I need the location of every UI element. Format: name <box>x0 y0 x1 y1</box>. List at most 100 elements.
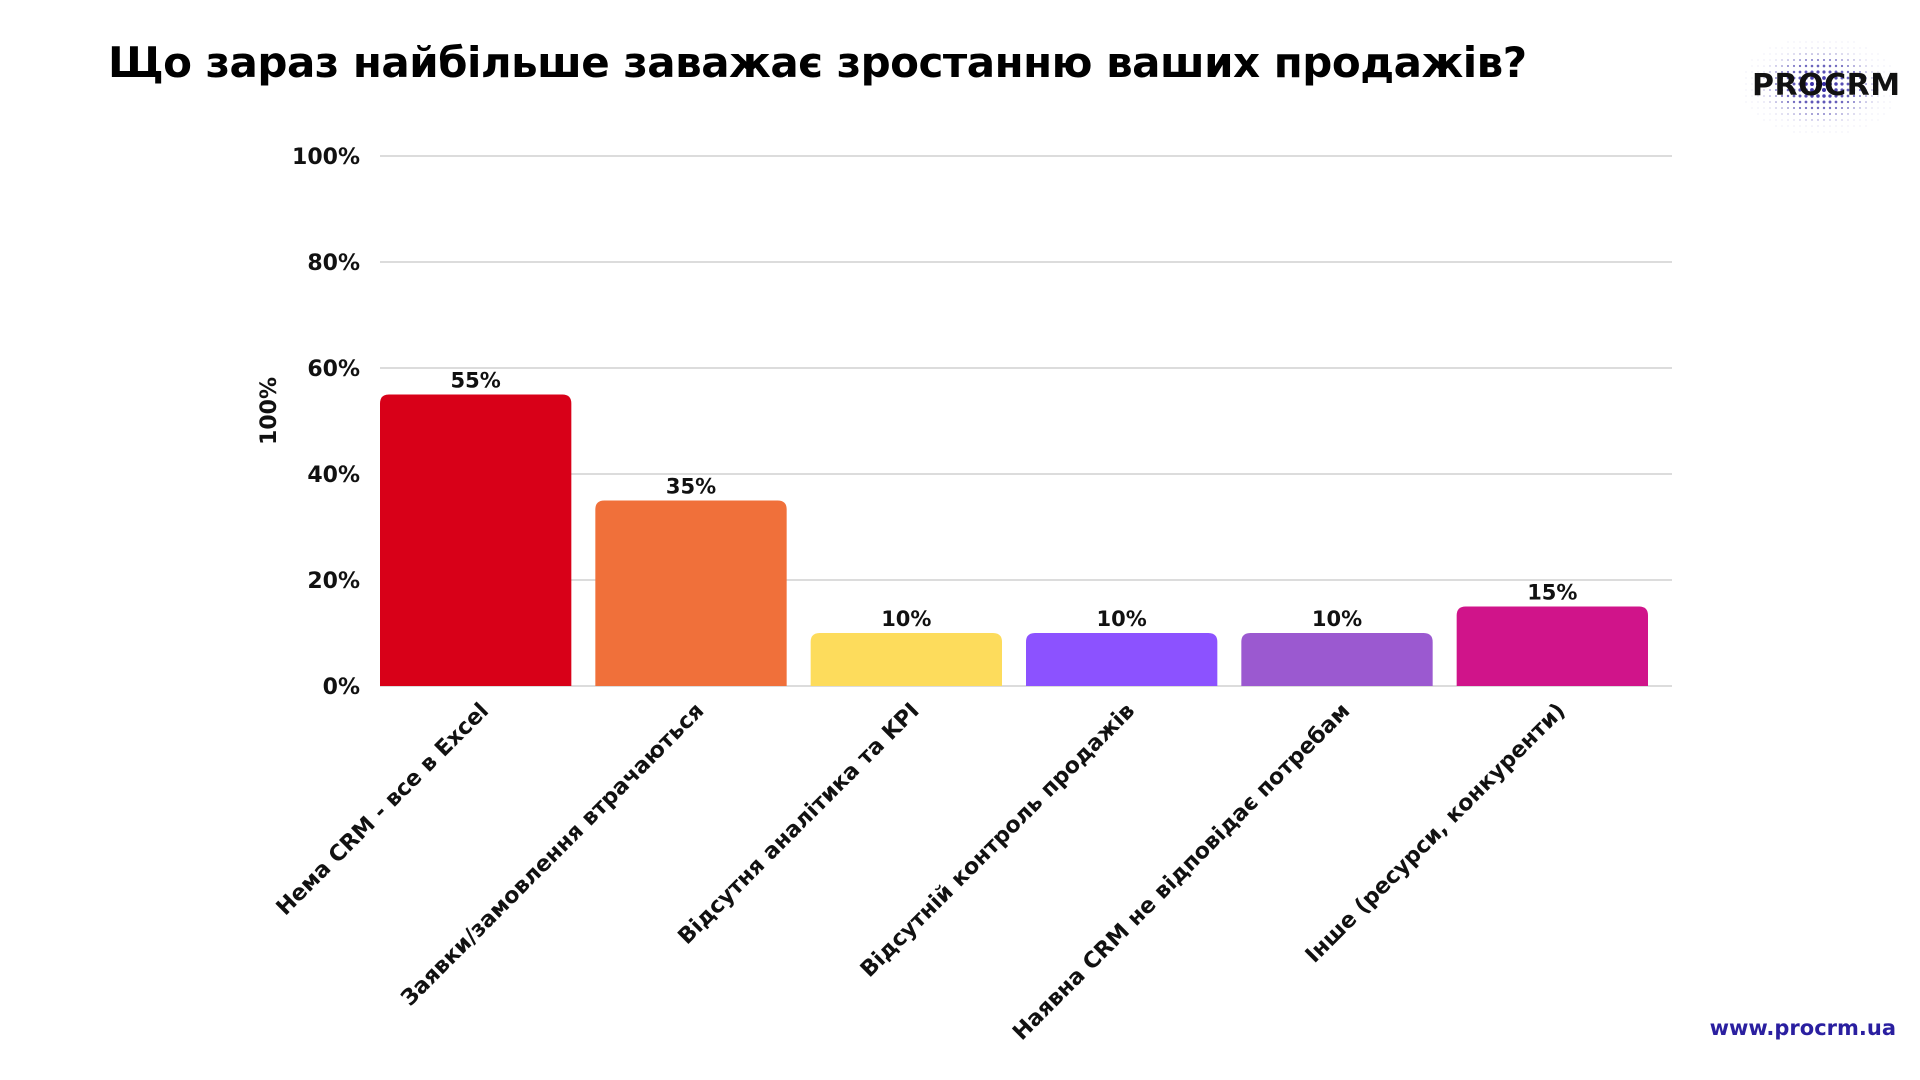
logo-dot <box>1787 113 1789 115</box>
logo-dot <box>1792 100 1796 104</box>
logo-dot <box>1811 119 1813 121</box>
logo-dot <box>1835 41 1837 43</box>
logo-dot <box>1852 70 1856 74</box>
logo-dot <box>1751 65 1753 67</box>
data-label: 15% <box>1527 581 1577 605</box>
logo-dot <box>1804 106 1808 110</box>
logo-dot <box>1745 95 1747 97</box>
website-link[interactable]: www.procrm.ua <box>1709 1016 1896 1040</box>
data-label: 35% <box>666 475 716 499</box>
logo-dot <box>1793 119 1795 121</box>
logo-dot <box>1834 100 1838 104</box>
logo-dot <box>1816 100 1820 104</box>
logo-dot <box>1816 76 1820 80</box>
logo-dot <box>1780 88 1784 92</box>
logo-dot <box>1829 47 1831 49</box>
logo-dot <box>1751 95 1753 97</box>
logo-dot <box>1799 125 1801 127</box>
logo-dot <box>1889 95 1891 97</box>
logo-dot <box>1780 94 1784 98</box>
logo-dot <box>1877 101 1879 103</box>
logo-dot <box>1835 119 1837 121</box>
logo-dot <box>1805 113 1807 115</box>
logo-dot <box>1817 131 1819 133</box>
logo-dot <box>1828 58 1832 62</box>
logo-dot <box>1859 119 1861 121</box>
logo-dot <box>1769 53 1771 55</box>
logo-dot <box>1786 100 1790 104</box>
logo-dot <box>1763 95 1765 97</box>
logo-dot <box>1763 107 1765 109</box>
logo-dot <box>1821 81 1827 87</box>
logo-dot <box>1865 101 1867 103</box>
logo-dot <box>1847 131 1849 133</box>
logo-dot <box>1834 82 1838 86</box>
logo-dot <box>1811 47 1813 49</box>
logo-dot <box>1810 76 1814 80</box>
logo-dot <box>1871 71 1873 73</box>
logo-dot <box>1853 125 1855 127</box>
logo-dot <box>1787 41 1789 43</box>
logo-dot <box>1883 71 1885 73</box>
logo-dot <box>1871 119 1873 121</box>
logo-dot <box>1834 88 1838 92</box>
logo-dot <box>1799 59 1801 61</box>
logo-dot <box>1811 131 1813 133</box>
x-tick-label: Наявна CRM не відповідає потребам <box>1008 699 1355 1046</box>
logo-dot <box>1745 77 1747 79</box>
logo-dot <box>1847 119 1849 121</box>
x-tick-label: Відсутня аналітика та KPI <box>674 699 925 950</box>
logo-dot <box>1895 89 1897 91</box>
logo-dot <box>1835 53 1837 55</box>
logo-dot <box>1792 88 1796 92</box>
logo-dot <box>1804 70 1808 74</box>
logo-dot <box>1805 47 1807 49</box>
logo-dot <box>1799 47 1801 49</box>
logo-dot <box>1775 47 1777 49</box>
logo-dot <box>1865 89 1867 91</box>
logo: PROCRM <box>1752 68 1901 103</box>
logo-dot <box>1889 65 1891 67</box>
logo-dot <box>1775 119 1777 121</box>
logo-dot <box>1751 107 1753 109</box>
logo-dot <box>1865 125 1867 127</box>
logo-dot <box>1805 125 1807 127</box>
x-tick-label: Нема CRM - все в Excel <box>272 699 494 921</box>
logo-dot <box>1871 65 1873 67</box>
logo-dot <box>1840 82 1844 86</box>
logo-dot <box>1871 89 1873 91</box>
logo-dot <box>1798 88 1802 92</box>
logo-dot <box>1847 59 1849 61</box>
logo-dot <box>1793 59 1795 61</box>
logo-dot <box>1775 53 1777 55</box>
logo-dot <box>1817 53 1819 55</box>
logo-dot <box>1828 70 1832 74</box>
x-tick-label: Інше (ресурси, конкуренти) <box>1301 699 1571 969</box>
logo-dot <box>1859 107 1861 109</box>
logo-dot <box>1775 77 1777 79</box>
chart-title: Що зараз найбільше заважає зростанню ваш… <box>108 38 1527 87</box>
logo-dot <box>1895 77 1897 79</box>
logo-dot <box>1804 100 1808 104</box>
logo-dot <box>1793 41 1795 43</box>
data-label: 10% <box>881 607 931 631</box>
logo-dot <box>1792 94 1796 98</box>
logo-dot <box>1840 94 1844 98</box>
logo-dot <box>1859 125 1861 127</box>
logo-dot <box>1865 77 1867 79</box>
logo-dot <box>1853 119 1855 121</box>
logo-dot <box>1846 64 1850 68</box>
logo-dot <box>1865 65 1867 67</box>
logo-dot <box>1853 59 1855 61</box>
logo-dot <box>1804 82 1808 86</box>
logo-dot <box>1810 70 1814 74</box>
logo-dot <box>1787 65 1789 67</box>
logo-dot <box>1841 47 1843 49</box>
logo-dot <box>1883 101 1885 103</box>
logo-dot <box>1816 70 1820 74</box>
logo-dot <box>1810 106 1814 110</box>
logo-dot <box>1822 76 1826 80</box>
logo-dot <box>1798 64 1802 68</box>
logo-dot <box>1817 113 1819 115</box>
logo-dot <box>1823 113 1825 115</box>
